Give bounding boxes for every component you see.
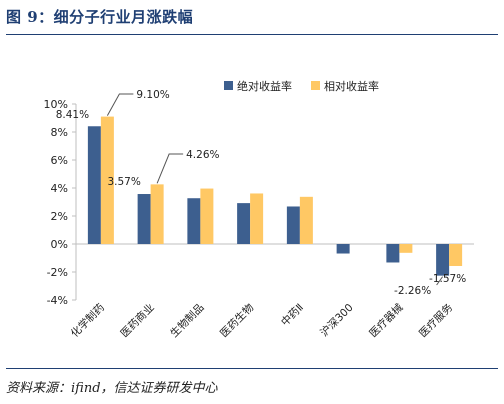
bar-relative bbox=[100, 116, 114, 244]
y-tick-label: -4% bbox=[47, 294, 68, 307]
y-tick-label: 6% bbox=[51, 154, 68, 167]
y-tick-label: 2% bbox=[51, 210, 68, 223]
bar-absolute bbox=[187, 198, 201, 244]
legend-swatch-relative bbox=[311, 81, 320, 90]
data-label: -1.57% bbox=[429, 273, 466, 285]
y-tick-label: 0% bbox=[51, 238, 68, 251]
bar-relative bbox=[150, 184, 164, 244]
bar-relative bbox=[449, 244, 463, 266]
data-label: 8.41% bbox=[56, 109, 89, 121]
x-tick-label: 生物制品 bbox=[168, 301, 207, 340]
bar-relative bbox=[399, 244, 413, 253]
x-tick-label: 医疗器械 bbox=[367, 301, 406, 340]
bar-absolute bbox=[137, 194, 151, 244]
legend-label-relative: 相对收益率 bbox=[324, 79, 379, 93]
x-tick-label: 医药商业 bbox=[118, 301, 157, 340]
data-label: 4.26% bbox=[186, 149, 219, 161]
bar-absolute bbox=[286, 206, 300, 244]
bar-absolute bbox=[237, 203, 251, 244]
bar-absolute bbox=[87, 126, 101, 244]
x-tick-label: 化学制药 bbox=[68, 301, 107, 340]
bar-absolute bbox=[336, 244, 350, 254]
x-tick-label: 中药Ⅱ bbox=[278, 301, 306, 329]
y-tick-label: 8% bbox=[51, 126, 68, 139]
annotation-leader bbox=[156, 153, 184, 184]
data-label: 3.57% bbox=[107, 176, 140, 188]
y-tick-label: -2% bbox=[47, 266, 68, 279]
figure-title: 图 9：细分子行业月涨跌幅 bbox=[6, 8, 194, 26]
x-tick-label: 医疗服务 bbox=[416, 301, 455, 340]
data-label: -2.26% bbox=[394, 285, 431, 297]
source-rule bbox=[6, 368, 498, 369]
annotation-leader bbox=[436, 276, 444, 286]
bar-relative bbox=[200, 188, 214, 244]
x-tick-label: 医药生物 bbox=[217, 301, 256, 340]
title-rule bbox=[6, 34, 498, 35]
annotation-leader bbox=[106, 93, 134, 116]
legend-label-absolute: 绝对收益率 bbox=[237, 79, 292, 93]
y-tick-label: 10% bbox=[44, 98, 68, 111]
bar-absolute bbox=[386, 244, 400, 263]
source-note: 资料来源：ifind，信达证券研发中心 bbox=[6, 381, 218, 396]
y-tick-label: 4% bbox=[51, 182, 68, 195]
bar-absolute bbox=[436, 244, 450, 276]
bar-relative bbox=[250, 193, 264, 244]
bar-chart: -4% -2% 0% 2% 4% 6% 8% 10% 化学制药 医药商业 生物制品 医药生物 中药Ⅱ 沪深… bbox=[44, 79, 474, 340]
legend-swatch-absolute bbox=[224, 81, 233, 90]
bar-relative bbox=[299, 196, 313, 244]
data-label: 9.10% bbox=[136, 89, 169, 101]
x-tick-label: 沪深300 bbox=[318, 301, 356, 339]
